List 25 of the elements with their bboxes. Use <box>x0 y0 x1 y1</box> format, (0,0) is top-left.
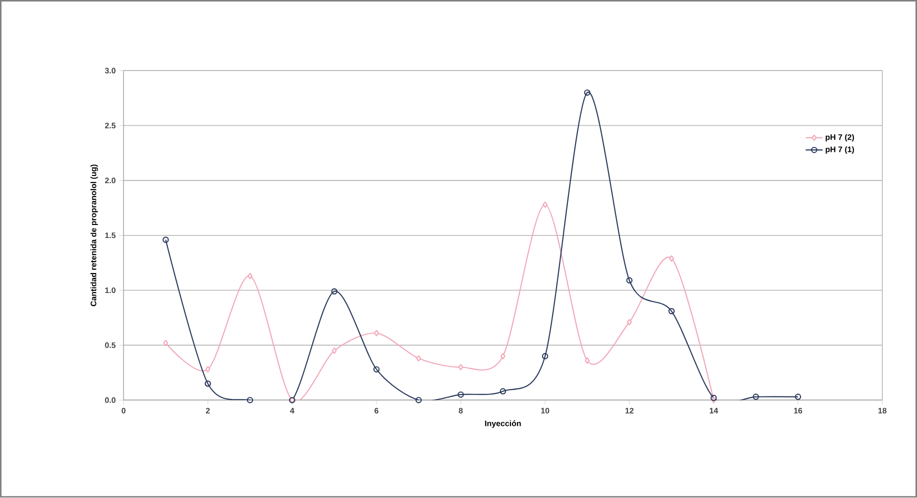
point <box>415 397 422 404</box>
point <box>669 255 674 262</box>
point <box>500 353 506 360</box>
point <box>204 380 211 387</box>
point <box>542 353 548 360</box>
point <box>584 358 590 364</box>
point <box>752 394 759 400</box>
point <box>331 288 338 295</box>
point <box>542 202 548 208</box>
point <box>710 394 717 402</box>
point <box>626 277 633 284</box>
point <box>458 364 464 370</box>
point <box>332 348 337 354</box>
point <box>248 273 252 280</box>
point <box>163 340 168 346</box>
point <box>374 330 379 336</box>
point <box>668 308 675 314</box>
point <box>416 355 422 362</box>
point <box>458 392 464 398</box>
point <box>626 319 632 326</box>
point <box>205 366 210 373</box>
point <box>500 388 506 395</box>
point <box>584 90 590 96</box>
point <box>373 366 380 373</box>
point <box>246 397 254 404</box>
